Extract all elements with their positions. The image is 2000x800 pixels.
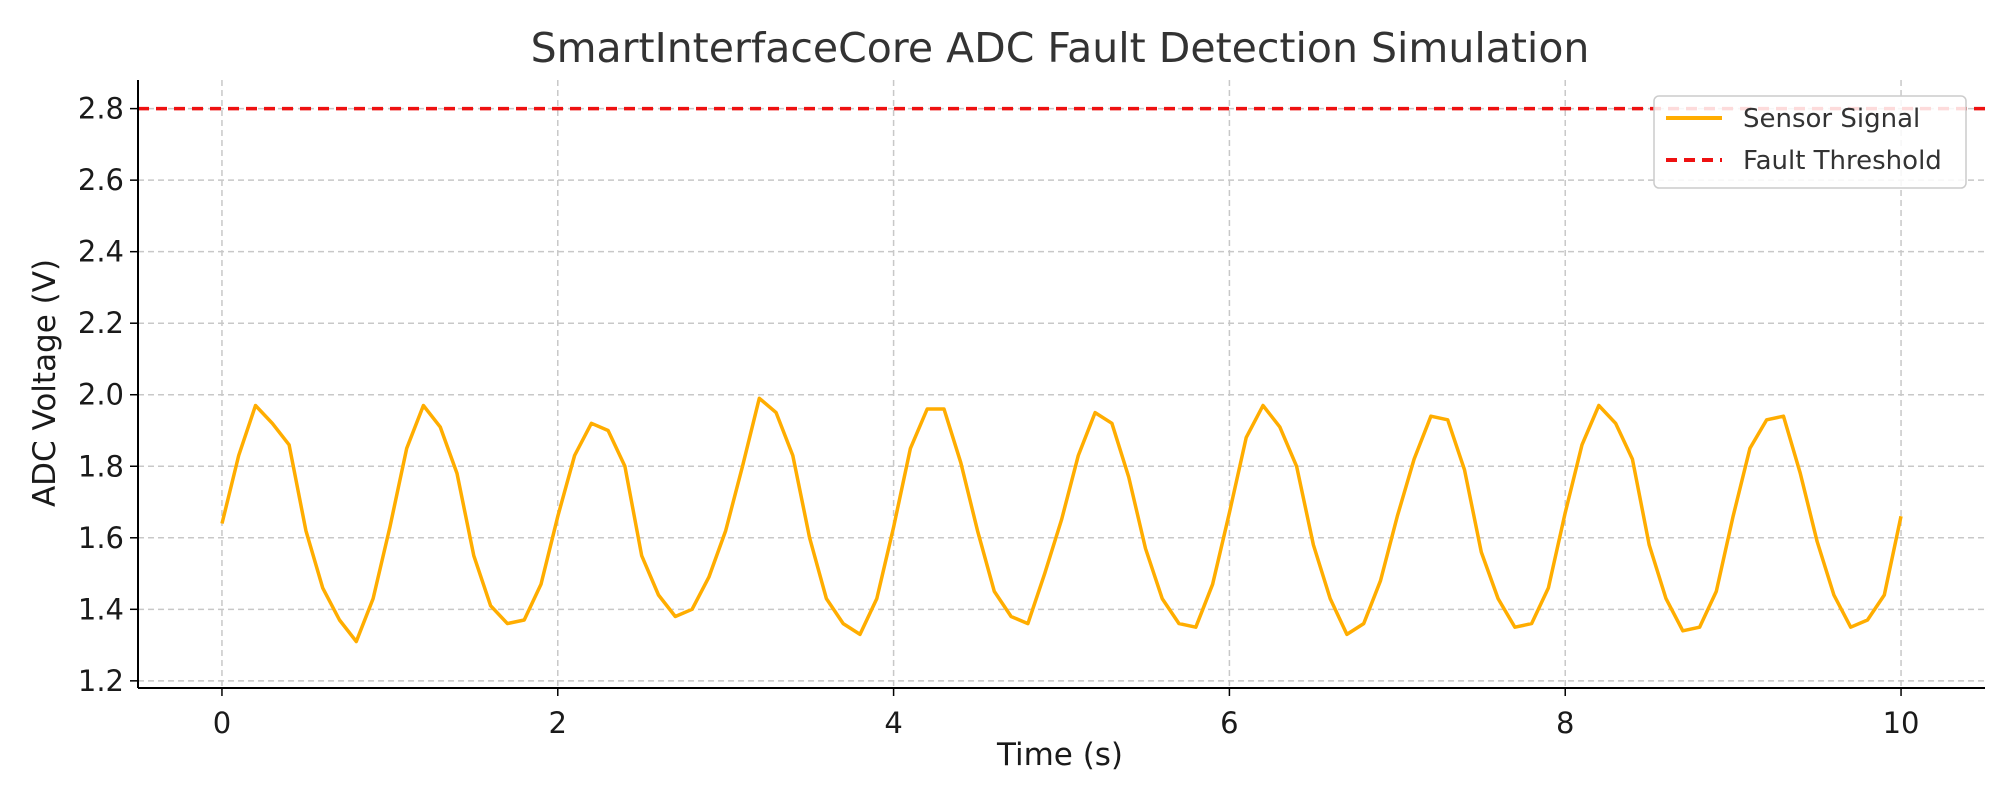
y-axis-label: ADC Voltage (V): [27, 259, 63, 507]
x-tick-label: 8: [1556, 706, 1574, 740]
sensor-signal-line: [220, 396, 1903, 644]
x-axis-label: Time (s): [996, 737, 1123, 773]
y-tick-label: 2.0: [78, 378, 124, 412]
x-tick-label: 6: [1220, 706, 1238, 740]
y-tick-label: 2.8: [78, 92, 124, 126]
tick-labels: 0 2 4 6 8 10 1.2 1.4 1.6 1.8 2.0 2.2 2.4 2.6 2.8: [78, 92, 1920, 740]
y-tick-label: 2.4: [78, 235, 124, 269]
chart-title: SmartInterfaceCore ADC Fault Detection S…: [531, 24, 1590, 72]
x-tick-label: 10: [1883, 706, 1920, 740]
legend-fault-threshold-label: Fault Threshold: [1743, 146, 1942, 176]
y-tick-label: 2.2: [78, 306, 124, 340]
y-tick-label: 1.4: [78, 592, 124, 626]
y-tick-label: 1.2: [78, 664, 124, 698]
series-layer: [220, 396, 1903, 644]
legend-box: [1653, 95, 1967, 189]
y-tick-label: 2.6: [78, 163, 124, 197]
x-tick-label: 2: [549, 706, 567, 740]
legend-sensor-signal-label: Sensor Signal: [1743, 104, 1920, 134]
y-tick-label: 1.8: [78, 449, 124, 483]
y-tick-label: 1.6: [78, 521, 124, 555]
axes: [130, 80, 1985, 696]
x-tick-label: 4: [884, 706, 902, 740]
x-tick-label: 0: [213, 706, 231, 740]
legend: Sensor Signal Fault Threshold: [1653, 95, 1967, 189]
